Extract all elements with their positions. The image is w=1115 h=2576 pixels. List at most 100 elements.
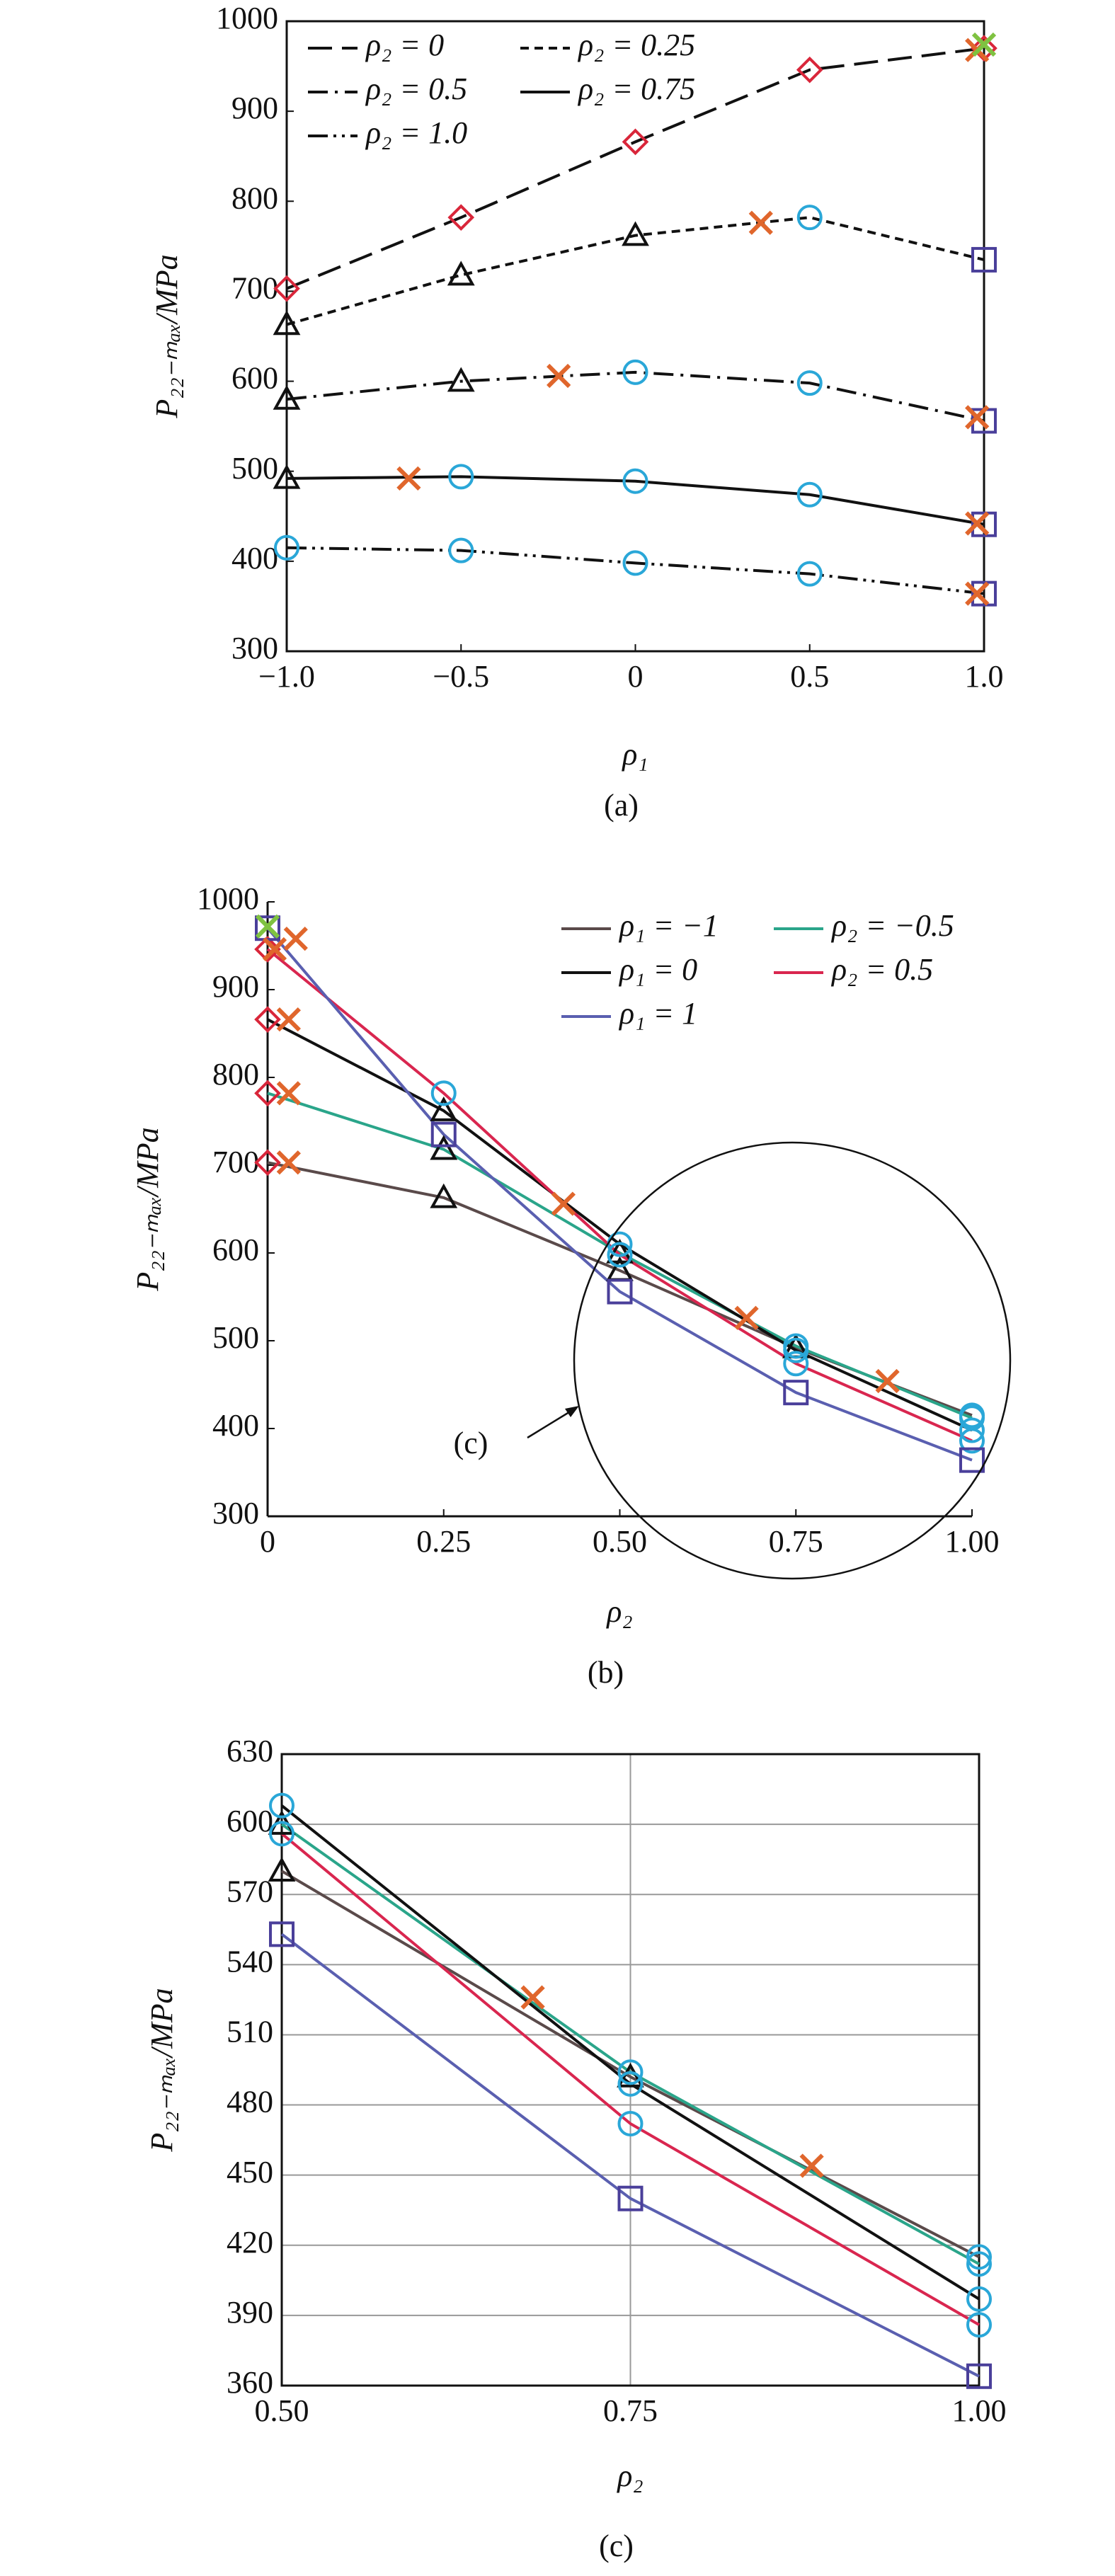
cross-marker bbox=[276, 1150, 301, 1175]
cross-marker bbox=[734, 1305, 759, 1330]
x-tick-label: 0.75 bbox=[603, 2393, 658, 2428]
cross-stroke bbox=[875, 1368, 900, 1394]
x-axis-label: ρ₂ bbox=[616, 2458, 643, 2493]
legend-label: ρ₂ = 0 bbox=[365, 28, 444, 62]
y-tick-label: 300 bbox=[231, 631, 278, 665]
x-tick-label: 0 bbox=[260, 1524, 275, 1559]
cross-stroke bbox=[276, 1150, 301, 1175]
marker-circle bbox=[622, 550, 648, 576]
marker-circle bbox=[796, 561, 823, 587]
cross-marker bbox=[262, 937, 287, 962]
legend-label: ρ₂ = −0.5 bbox=[830, 908, 954, 943]
cross-stroke bbox=[520, 1985, 545, 2010]
x-tick-label: 1.00 bbox=[945, 1524, 1000, 1559]
series-line bbox=[286, 47, 985, 290]
marker-circle bbox=[617, 2071, 644, 2097]
cross-marker bbox=[547, 363, 571, 389]
marker-circle bbox=[617, 2059, 644, 2085]
y-tick-label: 400 bbox=[212, 1408, 259, 1443]
x-tick-label: 0.50 bbox=[593, 1524, 647, 1559]
y-tick-label: 500 bbox=[212, 1320, 259, 1355]
series-line bbox=[286, 216, 985, 326]
marker-circle bbox=[783, 1351, 809, 1377]
marker-square bbox=[783, 1380, 809, 1406]
cross-marker bbox=[276, 1081, 301, 1106]
cross-marker bbox=[875, 1368, 900, 1394]
y-tick-label: 390 bbox=[227, 2295, 273, 2330]
marker-diamond bbox=[254, 1080, 281, 1107]
marker-square bbox=[971, 580, 997, 607]
marker-circle bbox=[274, 534, 299, 561]
marker-triangle bbox=[273, 464, 301, 489]
y-tick-label: 300 bbox=[212, 1496, 259, 1530]
cross-stroke bbox=[965, 581, 990, 606]
zoom-circle bbox=[573, 1141, 1012, 1580]
series-line bbox=[267, 1018, 973, 1432]
arrow-head bbox=[565, 1406, 579, 1417]
marker-square bbox=[959, 1447, 985, 1473]
cross-stroke bbox=[734, 1305, 759, 1330]
y-tick-label: 600 bbox=[231, 361, 278, 396]
x-tick-label: 1.00 bbox=[952, 2393, 1007, 2428]
marker-circle bbox=[607, 1242, 633, 1268]
marker-triangle bbox=[268, 1857, 296, 1882]
marker-triangle bbox=[273, 310, 301, 336]
marker-circle bbox=[966, 2244, 992, 2270]
marker-triangle bbox=[447, 367, 475, 392]
y-tick-label: 1000 bbox=[197, 881, 259, 916]
marker-diamond bbox=[254, 1006, 281, 1033]
y-tick-label: 800 bbox=[231, 181, 278, 215]
cross-stroke bbox=[276, 1007, 301, 1032]
marker-triangle bbox=[430, 1097, 458, 1121]
x-tick-label: 0.25 bbox=[416, 1524, 471, 1559]
y-tick-label: 600 bbox=[212, 1232, 259, 1267]
series-line bbox=[267, 1161, 973, 1417]
x-axis-label: ρ₂ bbox=[605, 1594, 632, 1629]
cross-stroke bbox=[547, 363, 571, 389]
marker-square bbox=[966, 2363, 992, 2389]
marker-circle bbox=[796, 370, 823, 396]
cross-marker bbox=[965, 511, 990, 536]
y-tick-label: 500 bbox=[231, 451, 278, 486]
marker-diamond bbox=[622, 128, 649, 156]
marker-circle bbox=[269, 1792, 295, 1819]
x-tick-label: −0.5 bbox=[433, 659, 489, 694]
cross-marker bbox=[520, 1985, 545, 2010]
cross-marker bbox=[276, 1007, 301, 1032]
cross-marker bbox=[965, 581, 990, 606]
marker-triangle bbox=[606, 1238, 634, 1264]
cross-stroke bbox=[965, 511, 990, 536]
marker-square bbox=[430, 1121, 457, 1147]
cross-marker bbox=[971, 32, 997, 57]
plot-frame bbox=[285, 20, 985, 653]
cross-marker bbox=[396, 466, 421, 491]
y-tick-label: 700 bbox=[231, 271, 278, 306]
cross-stroke bbox=[283, 926, 308, 951]
cross-stroke bbox=[799, 2153, 824, 2178]
y-axis-label: P₂₂₋ₘₐₓ/MPa bbox=[149, 254, 184, 418]
series-line bbox=[286, 546, 985, 595]
cross-stroke bbox=[748, 210, 773, 235]
legend-label: ρ₂ = 1.0 bbox=[365, 115, 467, 150]
marker-triangle bbox=[273, 384, 301, 410]
marker-diamond bbox=[254, 1149, 281, 1177]
legend-label: ρ₂ = 0.25 bbox=[577, 28, 695, 62]
marker-circle bbox=[796, 481, 823, 508]
marker-circle bbox=[959, 1428, 985, 1454]
legend-label: ρ₂ = 0.5 bbox=[830, 952, 933, 987]
y-axis-label: P₂₂₋ₘₐₓ/MPa bbox=[130, 1127, 165, 1291]
x-tick-label: 1.0 bbox=[965, 659, 1004, 694]
marker-circle bbox=[966, 2312, 992, 2338]
y-tick-label: 450 bbox=[227, 2155, 273, 2189]
caption: (b) bbox=[588, 1655, 624, 1690]
marker-square bbox=[269, 1921, 295, 1947]
marker-circle bbox=[959, 1417, 985, 1443]
x-tick-label: 0.75 bbox=[769, 1524, 823, 1559]
cross-marker bbox=[748, 210, 773, 235]
cross-marker bbox=[255, 914, 280, 939]
x-tick-label: 0 bbox=[628, 659, 644, 694]
marker-triangle bbox=[430, 1135, 458, 1160]
marker-diamond bbox=[796, 56, 823, 84]
marker-diamond bbox=[254, 936, 281, 963]
